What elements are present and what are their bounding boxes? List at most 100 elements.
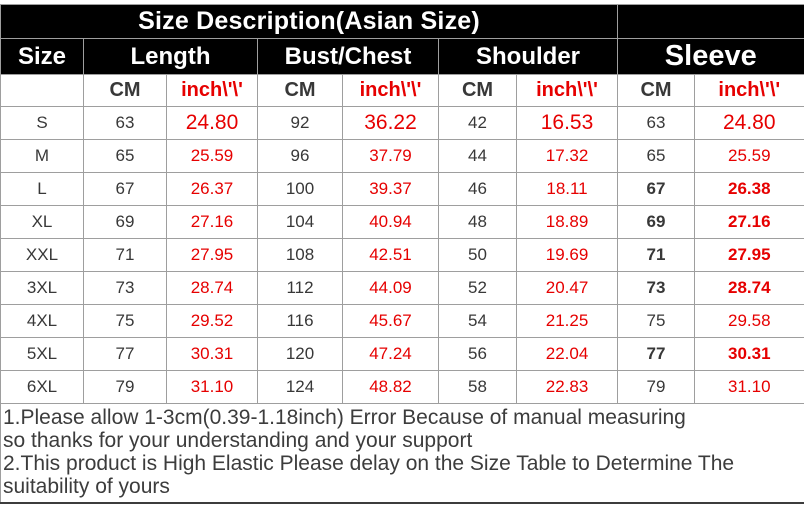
length-cm-cell: 79 [83,370,167,404]
length-cm-cell: 71 [83,238,167,272]
notes-row: 1.Please allow 1-3cm(0.39-1.18inch) Erro… [0,403,804,504]
shoulder-cm-cell: 46 [438,172,517,206]
bust-inch-cell: 40.94 [342,205,439,239]
shoulder-inch-cell: 21.25 [515,304,619,338]
unit-header-sleeve-inch: inch\'\' [694,74,804,107]
length-cm-cell: 65 [83,139,167,173]
size-label: M [0,139,84,173]
bust-cm-cell: 116 [257,304,343,338]
bust-cm-cell: 112 [257,271,343,305]
col-header-size: Size [0,38,84,75]
unit-header-bust-cm: CM [257,74,343,107]
shoulder-cm-cell: 48 [438,205,517,239]
bust-inch-cell: 42.51 [342,238,439,272]
size-label: 4XL [0,304,84,338]
unit-header-length-inch: inch\'\' [166,74,258,107]
unit-header-length-cm: CM [83,74,167,107]
bust-cm-cell: 120 [257,337,343,371]
col-header-sleeve: Sleeve [617,38,804,75]
size-row-xl: XL 69 27.16 104 40.94 48 18.89 69 27.16 [0,205,804,239]
bust-inch-cell: 44.09 [342,271,439,305]
unit-header-sleeve-cm: CM [617,74,696,107]
sleeve-cm-cell: 67 [617,172,696,206]
sleeve-inch-cell: 28.74 [694,271,804,305]
size-label: 3XL [0,271,84,305]
shoulder-inch-cell: 18.89 [515,205,619,239]
length-inch-cell: 24.80 [166,106,258,140]
bust-cm-cell: 104 [257,205,343,239]
sleeve-inch-cell: 24.80 [694,106,804,140]
table-foot: 1.Please allow 1-3cm(0.39-1.18inch) Erro… [0,403,804,504]
size-row-6xl: 6XL 79 31.10 124 48.82 58 22.83 79 31.10 [0,370,804,404]
note-line-4: suitability of yours [3,475,170,498]
bust-cm-cell: 124 [257,370,343,404]
unit-header-row: CM inch\'\' CM inch\'\' CM inch\'\' CM i… [0,74,804,107]
size-row-m: M 65 25.59 96 37.79 44 17.32 65 25.59 [0,139,804,173]
col-header-length: Length [83,38,258,75]
sleeve-inch-cell: 27.16 [694,205,804,239]
size-label: S [0,106,84,140]
page-title: Size Description(Asian Size) [0,4,619,39]
length-cm-cell: 73 [83,271,167,305]
shoulder-inch-cell: 18.11 [515,172,619,206]
bust-inch-cell: 47.24 [342,337,439,371]
bust-inch-cell: 39.37 [342,172,439,206]
length-inch-cell: 27.95 [166,238,258,272]
length-inch-cell: 30.31 [166,337,258,371]
sleeve-cm-cell: 73 [617,271,696,305]
sleeve-inch-cell: 30.31 [694,337,804,371]
shoulder-inch-cell: 20.47 [515,271,619,305]
sleeve-cm-cell: 69 [617,205,696,239]
unit-header-shoulder-inch: inch\'\' [515,74,619,107]
length-cm-cell: 69 [83,205,167,239]
length-cm-cell: 75 [83,304,167,338]
note-line-2: so thanks for your understanding and you… [3,429,473,452]
size-label: XL [0,205,84,239]
length-inch-cell: 28.74 [166,271,258,305]
bust-inch-cell: 36.22 [342,106,439,140]
bust-cm-cell: 96 [257,139,343,173]
shoulder-cm-cell: 50 [438,238,517,272]
length-cm-cell: 67 [83,172,167,206]
shoulder-cm-cell: 52 [438,271,517,305]
sleeve-cm-cell: 75 [617,304,696,338]
size-row-5xl: 5XL 77 30.31 120 47.24 56 22.04 77 30.31 [0,337,804,371]
size-label: XXL [0,238,84,272]
shoulder-cm-cell: 42 [438,106,517,140]
bust-inch-cell: 37.79 [342,139,439,173]
length-inch-cell: 27.16 [166,205,258,239]
sleeve-cm-cell: 63 [617,106,696,140]
col-header-shoulder: Shoulder [437,38,619,75]
sleeve-inch-cell: 31.10 [694,370,804,404]
length-cm-cell: 63 [83,106,167,140]
title-row: Size Description(Asian Size) [0,4,804,39]
size-rows: S 63 24.80 92 36.22 42 16.53 63 24.80 M 65 25.59 96 3… [0,106,804,404]
size-row-3xl: 3XL 73 28.74 112 44.09 52 20.47 73 28.74 [0,271,804,305]
measurement-notes: 1.Please allow 1-3cm(0.39-1.18inch) Erro… [0,403,804,504]
size-table: Size Description(Asian Size) Size Length… [0,4,804,504]
sleeve-inch-cell: 27.95 [694,238,804,272]
col-header-bust-chest: Bust/Chest [257,38,439,75]
sleeve-cm-cell: 65 [617,139,696,173]
shoulder-inch-cell: 19.69 [515,238,619,272]
length-inch-cell: 31.10 [166,370,258,404]
length-inch-cell: 29.52 [166,304,258,338]
note-line-1: 1.Please allow 1-3cm(0.39-1.18inch) Erro… [3,406,686,429]
shoulder-cm-cell: 54 [438,304,517,338]
shoulder-cm-cell: 44 [438,139,517,173]
shoulder-inch-cell: 22.04 [515,337,619,371]
length-cm-cell: 77 [83,337,167,371]
sleeve-cm-cell: 71 [617,238,696,272]
length-inch-cell: 26.37 [166,172,258,206]
unit-header-empty [0,74,84,107]
shoulder-inch-cell: 17.32 [515,139,619,173]
table-head: Size Description(Asian Size) Size Length… [0,4,804,107]
size-row-l: L 67 26.37 100 39.37 46 18.11 67 26.38 [0,172,804,206]
length-inch-cell: 25.59 [166,139,258,173]
shoulder-inch-cell: 22.83 [515,370,619,404]
sleeve-inch-cell: 26.38 [694,172,804,206]
sleeve-cm-cell: 79 [617,370,696,404]
bust-cm-cell: 100 [257,172,343,206]
shoulder-cm-cell: 56 [438,337,517,371]
